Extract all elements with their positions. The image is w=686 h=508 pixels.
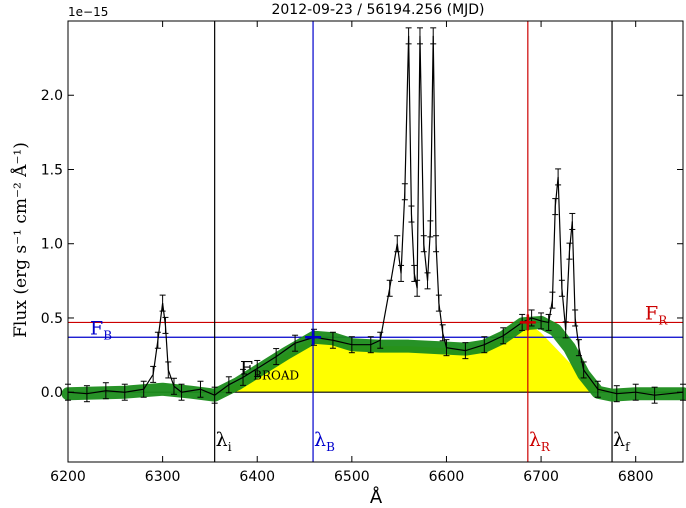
label-lambda-b: λB bbox=[314, 429, 335, 454]
chart-title: 2012-09-23 / 56194.256 (MJD) bbox=[271, 2, 484, 18]
x-axis-label: Å bbox=[370, 486, 383, 508]
label-lambda-i: λi bbox=[216, 429, 232, 454]
label-f-broad: FBROAD bbox=[240, 357, 299, 382]
x-tick-label: 6300 bbox=[145, 469, 181, 485]
model-series-line bbox=[61, 315, 686, 402]
x-tick-label: 6500 bbox=[334, 469, 370, 485]
y-tick-label: 2.0 bbox=[41, 88, 63, 104]
y-axis-label: Flux (erg s⁻¹ cm⁻² Å⁻¹) bbox=[10, 142, 31, 338]
label-f-r: FR bbox=[645, 302, 668, 327]
label-lambda-f: λf bbox=[613, 429, 631, 454]
x-tick-label: 6800 bbox=[618, 469, 654, 485]
label-f-b: FB bbox=[90, 317, 112, 342]
x-tick-label: 6700 bbox=[523, 469, 559, 485]
y-tick-label: 1.0 bbox=[41, 237, 63, 253]
x-tick-label: 6600 bbox=[429, 469, 465, 485]
label-lambda-r: λR bbox=[529, 429, 551, 454]
y-tick-label: 0.0 bbox=[41, 385, 63, 401]
y-scale-label: 1e−15 bbox=[68, 5, 108, 19]
y-tick-label: 1.5 bbox=[41, 162, 63, 178]
x-tick-label: 6400 bbox=[239, 469, 275, 485]
plot-area: λi λB λR λf FB FR FBROAD 6200 6300 6400 6500 6600 67… bbox=[41, 21, 686, 485]
y-tick-label: 0.5 bbox=[41, 311, 63, 327]
plot-frame bbox=[67, 20, 684, 463]
x-tick-label: 6200 bbox=[50, 469, 86, 485]
